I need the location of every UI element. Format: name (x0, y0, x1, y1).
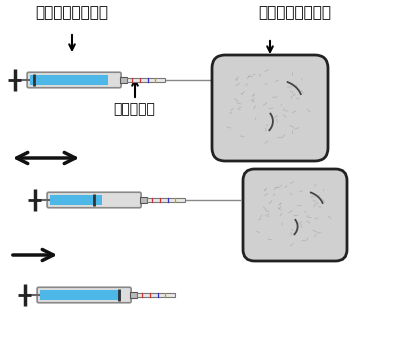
Text: 飲酒検知管: 飲酒検知管 (113, 102, 155, 116)
FancyBboxPatch shape (27, 72, 121, 88)
Bar (136, 293, 175, 297)
Bar (120, 77, 126, 83)
Bar (146, 198, 185, 202)
FancyBboxPatch shape (243, 169, 347, 261)
Bar (126, 78, 165, 82)
Text: ポリエチエン風船: ポリエチエン風船 (258, 5, 332, 20)
Bar (30, 75, 108, 85)
FancyBboxPatch shape (47, 192, 141, 208)
FancyBboxPatch shape (37, 287, 131, 303)
Bar (130, 292, 136, 298)
Bar (50, 195, 102, 205)
Text: 真空法呼気採取器: 真空法呼気採取器 (36, 5, 108, 20)
Bar (140, 197, 146, 203)
FancyBboxPatch shape (212, 55, 328, 161)
Bar (40, 290, 121, 300)
